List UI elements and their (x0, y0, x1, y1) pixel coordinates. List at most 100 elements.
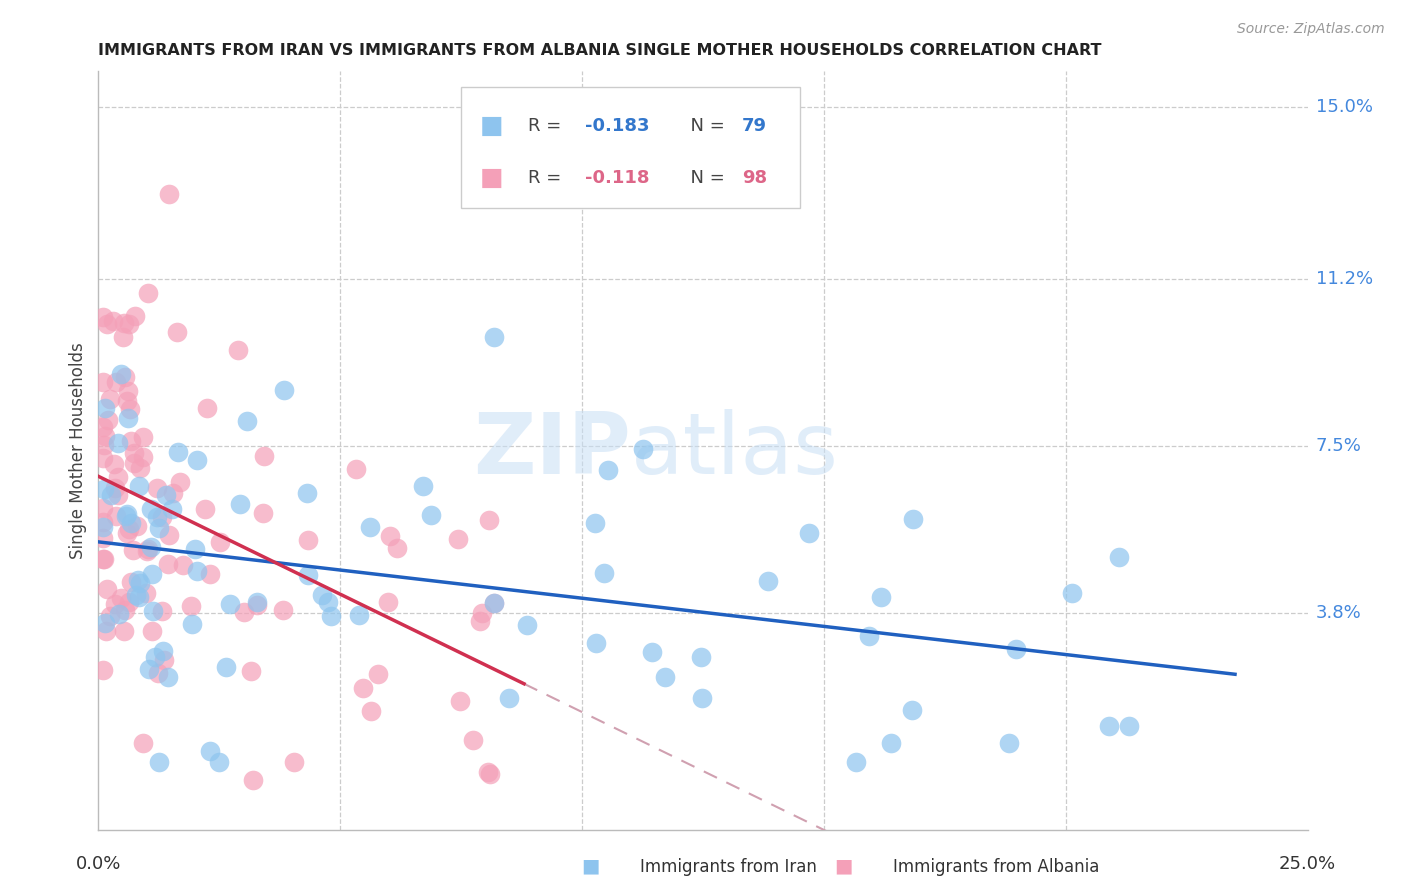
Point (239, 664, 262, 678)
Point (127, 518, 149, 533)
Point (128, 479, 150, 493)
Text: 7.5%: 7.5% (1316, 437, 1362, 455)
Point (1108, 549, 1130, 564)
Point (516, 617, 538, 632)
Point (91, 376, 114, 390)
Point (120, 434, 142, 448)
Point (128, 590, 150, 604)
Point (482, 596, 505, 610)
Text: N =: N = (679, 117, 730, 135)
Point (121, 542, 143, 557)
Point (901, 512, 924, 526)
Point (146, 481, 169, 495)
Point (232, 605, 254, 619)
Point (596, 463, 619, 477)
Point (360, 704, 382, 718)
Point (114, 508, 136, 523)
Point (273, 384, 295, 398)
Text: 15.0%: 15.0% (1316, 98, 1372, 117)
Text: 0.0%: 0.0% (76, 855, 121, 872)
Point (141, 567, 163, 582)
Point (97, 412, 120, 426)
Point (129, 576, 152, 591)
Point (253, 449, 276, 463)
Point (252, 506, 274, 520)
Point (110, 591, 132, 605)
Point (1004, 641, 1026, 656)
Point (115, 393, 138, 408)
Point (91, 515, 114, 529)
Point (297, 533, 319, 547)
Point (91, 531, 114, 545)
Point (654, 670, 676, 684)
Text: -0.183: -0.183 (585, 117, 650, 135)
Point (148, 755, 170, 769)
Point (136, 543, 159, 558)
Point (208, 534, 231, 549)
Point (377, 595, 399, 609)
Point (103, 458, 125, 472)
Point (180, 599, 202, 614)
Y-axis label: Single Mother Households: Single Mother Households (69, 343, 87, 558)
Point (297, 486, 319, 500)
Point (91, 420, 114, 434)
Point (148, 521, 170, 535)
Point (477, 765, 499, 780)
Point (103, 481, 125, 495)
FancyBboxPatch shape (461, 87, 800, 208)
Point (479, 766, 502, 780)
Text: 98: 98 (742, 169, 766, 186)
Point (146, 509, 169, 524)
Point (585, 636, 607, 650)
Point (93, 438, 115, 452)
Point (150, 509, 173, 524)
Point (463, 732, 485, 747)
Point (122, 456, 145, 470)
Point (172, 558, 194, 572)
Point (219, 597, 242, 611)
Point (447, 532, 470, 546)
Text: ■: ■ (834, 857, 853, 876)
Point (870, 590, 893, 604)
Point (120, 574, 142, 589)
Point (193, 502, 215, 516)
Point (120, 516, 142, 531)
Point (91, 500, 114, 515)
Point (138, 662, 160, 676)
Point (132, 450, 155, 464)
Point (880, 735, 903, 749)
Point (114, 603, 136, 617)
Point (156, 670, 179, 684)
Point (412, 479, 434, 493)
Point (128, 461, 150, 475)
Point (167, 445, 190, 459)
Point (91, 520, 114, 534)
Text: -0.118: -0.118 (585, 169, 650, 186)
Point (94, 616, 117, 631)
Point (117, 411, 139, 425)
Point (118, 522, 141, 536)
Point (283, 755, 305, 769)
Point (107, 470, 129, 484)
Point (482, 596, 505, 610)
Point (96, 317, 118, 331)
Point (112, 316, 135, 330)
Point (143, 649, 166, 664)
Point (98, 392, 121, 406)
Point (127, 574, 149, 588)
Point (998, 736, 1021, 750)
Point (117, 525, 139, 540)
Point (107, 487, 129, 501)
Point (118, 317, 141, 331)
Point (359, 519, 381, 533)
Point (229, 497, 252, 511)
Point (104, 509, 127, 524)
Point (94, 401, 117, 415)
Point (195, 401, 218, 416)
Point (169, 475, 191, 489)
Point (316, 595, 339, 609)
Text: Immigrants from Iran: Immigrants from Iran (640, 858, 817, 876)
Text: ZIP: ZIP (472, 409, 630, 492)
Text: Source: ZipAtlas.com: Source: ZipAtlas.com (1237, 22, 1385, 37)
Point (378, 529, 401, 543)
